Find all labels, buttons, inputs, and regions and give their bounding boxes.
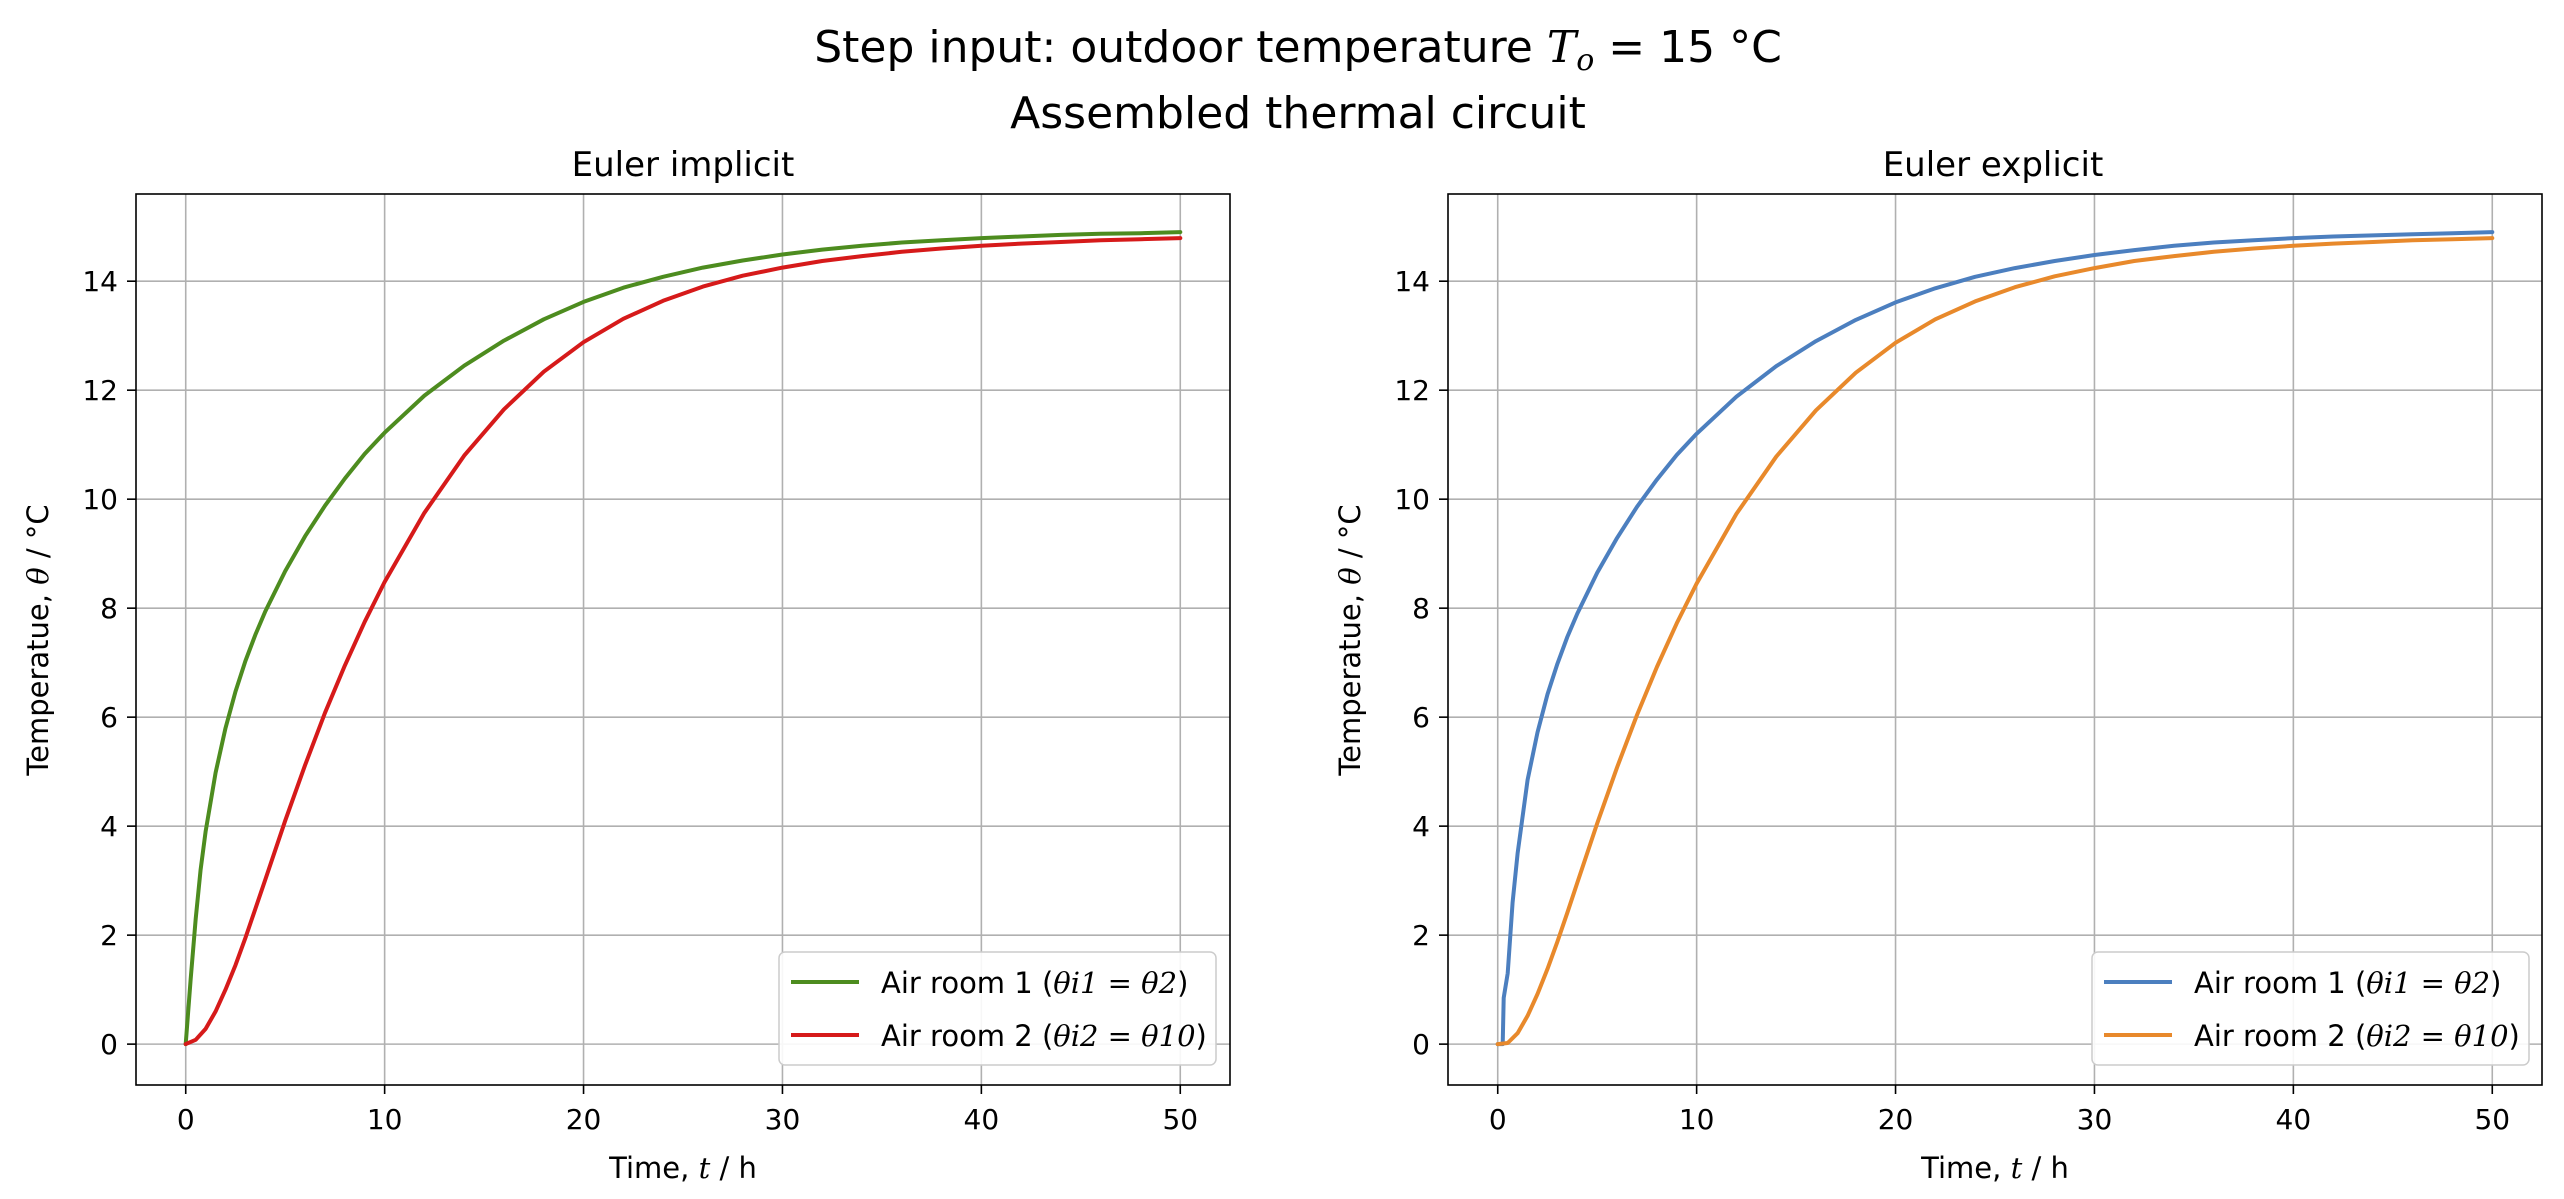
legend-box bbox=[2091, 951, 2530, 1066]
y-tick-label: 8 bbox=[100, 592, 118, 625]
legend-label-prefix: Air room 2 ( bbox=[2194, 1019, 2366, 1053]
y-tick-label: 2 bbox=[1412, 919, 1430, 952]
legend-label-math: θi1 = θ2 bbox=[2366, 966, 2490, 1000]
x-tick-label: 30 bbox=[765, 1103, 801, 1136]
panel-euler-implicit: Euler implicit 0 10 20 30 40 50 0 2 4 6 8 10 12 14 T… bbox=[21, 145, 1231, 1185]
series-line-2 bbox=[1495, 236, 2495, 1047]
legend-label-series-2: Air room 2 (θi2 = θ10) bbox=[2194, 1019, 2520, 1053]
y-axis-label-unit: / °C bbox=[21, 504, 55, 567]
x-axis-label-unit: / h bbox=[710, 1151, 757, 1185]
legend-label-suffix: ) bbox=[1196, 1019, 1207, 1053]
y-axis-label: Temperatue, θ / °C bbox=[21, 504, 55, 776]
legend-label-suffix: ) bbox=[2509, 1019, 2520, 1053]
legend-label-prefix: Air room 1 ( bbox=[881, 966, 1053, 1000]
y-axis-label-prefix: Temperatue, bbox=[1333, 585, 1367, 777]
x-tick-label: 30 bbox=[2077, 1103, 2113, 1136]
y-tick-label: 12 bbox=[82, 374, 118, 407]
x-axis-label: Time, t / h bbox=[608, 1151, 757, 1185]
y-tick-label: 0 bbox=[100, 1028, 118, 1061]
y-tick-label: 6 bbox=[100, 701, 118, 734]
series-lines bbox=[183, 230, 1183, 1047]
series-line-1 bbox=[183, 230, 1183, 1047]
x-tick-label: 0 bbox=[177, 1103, 195, 1136]
y-tick-label: 8 bbox=[1412, 592, 1430, 625]
y-tick-label: 2 bbox=[100, 919, 118, 952]
plot-frame bbox=[1447, 193, 2543, 1086]
suptitle-math-sub: o bbox=[1576, 43, 1594, 78]
x-tick-label: 0 bbox=[1489, 1103, 1507, 1136]
y-tick-label: 10 bbox=[82, 483, 118, 516]
legend-label-series-2: Air room 2 (θi2 = θ10) bbox=[881, 1019, 1207, 1053]
x-tick-label: 50 bbox=[2474, 1103, 2510, 1136]
legend-label-prefix: Air room 2 ( bbox=[881, 1019, 1053, 1053]
x-ticks: 0 10 20 30 40 50 bbox=[1489, 1085, 2510, 1136]
y-ticks: 0 2 4 6 8 10 12 14 bbox=[82, 265, 136, 1061]
legend-label-math: θi2 = θ10 bbox=[2366, 1019, 2508, 1053]
panel-euler-explicit: Euler explicit 0 10 20 30 40 50 0 2 4 6 8 10 12 14 T… bbox=[1333, 145, 2543, 1185]
y-axis-label-var: θ bbox=[21, 567, 55, 584]
series-line-1 bbox=[1495, 230, 2495, 1047]
y-axis-label-prefix: Temperatue, bbox=[21, 585, 55, 777]
x-axis-label-prefix: Time, bbox=[1920, 1151, 2010, 1185]
legend-label-math: θi2 = θ10 bbox=[1053, 1019, 1195, 1053]
legend-label-series-1: Air room 1 (θi1 = θ2) bbox=[2194, 966, 2501, 1000]
y-tick-label: 10 bbox=[1394, 483, 1430, 516]
figure-suptitle-line1: Step input: outdoor temperature To = 15 … bbox=[814, 22, 1782, 78]
legend-label-suffix: ) bbox=[1177, 966, 1188, 1000]
x-tick-label: 40 bbox=[964, 1103, 1000, 1136]
legend-label-series-1: Air room 1 (θi1 = θ2) bbox=[881, 966, 1188, 1000]
x-axis-label-var: t bbox=[2011, 1151, 2023, 1185]
y-axis-label: Temperatue, θ / °C bbox=[1333, 504, 1367, 776]
y-tick-label: 14 bbox=[1394, 265, 1430, 298]
y-tick-label: 4 bbox=[100, 810, 118, 843]
x-axis-label-prefix: Time, bbox=[608, 1151, 698, 1185]
x-tick-label: 40 bbox=[2276, 1103, 2312, 1136]
suptitle-prefix: Step input: outdoor temperature bbox=[814, 22, 1547, 73]
x-tick-label: 10 bbox=[1679, 1103, 1715, 1136]
legend-label-prefix: Air room 1 ( bbox=[2194, 966, 2366, 1000]
x-axis-label: Time, t / h bbox=[1920, 1151, 2069, 1185]
x-tick-label: 50 bbox=[1162, 1103, 1198, 1136]
series-lines bbox=[1495, 230, 2495, 1047]
suptitle-math-T: T bbox=[1547, 22, 1580, 73]
y-tick-label: 4 bbox=[1412, 810, 1430, 843]
plot-frame bbox=[135, 193, 1231, 1086]
panel-title: Euler explicit bbox=[1883, 145, 2104, 185]
x-tick-label: 10 bbox=[367, 1103, 403, 1136]
legend-label-suffix: ) bbox=[2490, 966, 2501, 1000]
legend-box bbox=[778, 951, 1217, 1066]
x-axis-label-unit: / h bbox=[2022, 1151, 2069, 1185]
y-tick-label: 0 bbox=[1412, 1028, 1430, 1061]
grid bbox=[136, 194, 1230, 1085]
legend: Air room 1 (θi1 = θ2) Air room 2 (θi2 = … bbox=[778, 951, 1217, 1066]
legend: Air room 1 (θi1 = θ2) Air room 2 (θi2 = … bbox=[2091, 951, 2530, 1066]
figure-suptitle-line2: Assembled thermal circuit bbox=[1010, 88, 1586, 139]
series-line-2 bbox=[183, 236, 1183, 1047]
x-axis-label-var: t bbox=[699, 1151, 711, 1185]
legend-label-math: θi1 = θ2 bbox=[1053, 966, 1177, 1000]
y-tick-label: 12 bbox=[1394, 374, 1430, 407]
y-axis-label-unit: / °C bbox=[1333, 504, 1367, 567]
y-axis-label-var: θ bbox=[1333, 567, 1367, 584]
x-ticks: 0 10 20 30 40 50 bbox=[177, 1085, 1198, 1136]
x-tick-label: 20 bbox=[1878, 1103, 1914, 1136]
y-tick-label: 6 bbox=[1412, 701, 1430, 734]
x-tick-label: 20 bbox=[566, 1103, 602, 1136]
y-tick-label: 14 bbox=[82, 265, 118, 298]
panel-title: Euler implicit bbox=[572, 145, 795, 185]
suptitle-suffix: = 15 °C bbox=[1594, 22, 1782, 73]
y-ticks: 0 2 4 6 8 10 12 14 bbox=[1394, 265, 1448, 1061]
